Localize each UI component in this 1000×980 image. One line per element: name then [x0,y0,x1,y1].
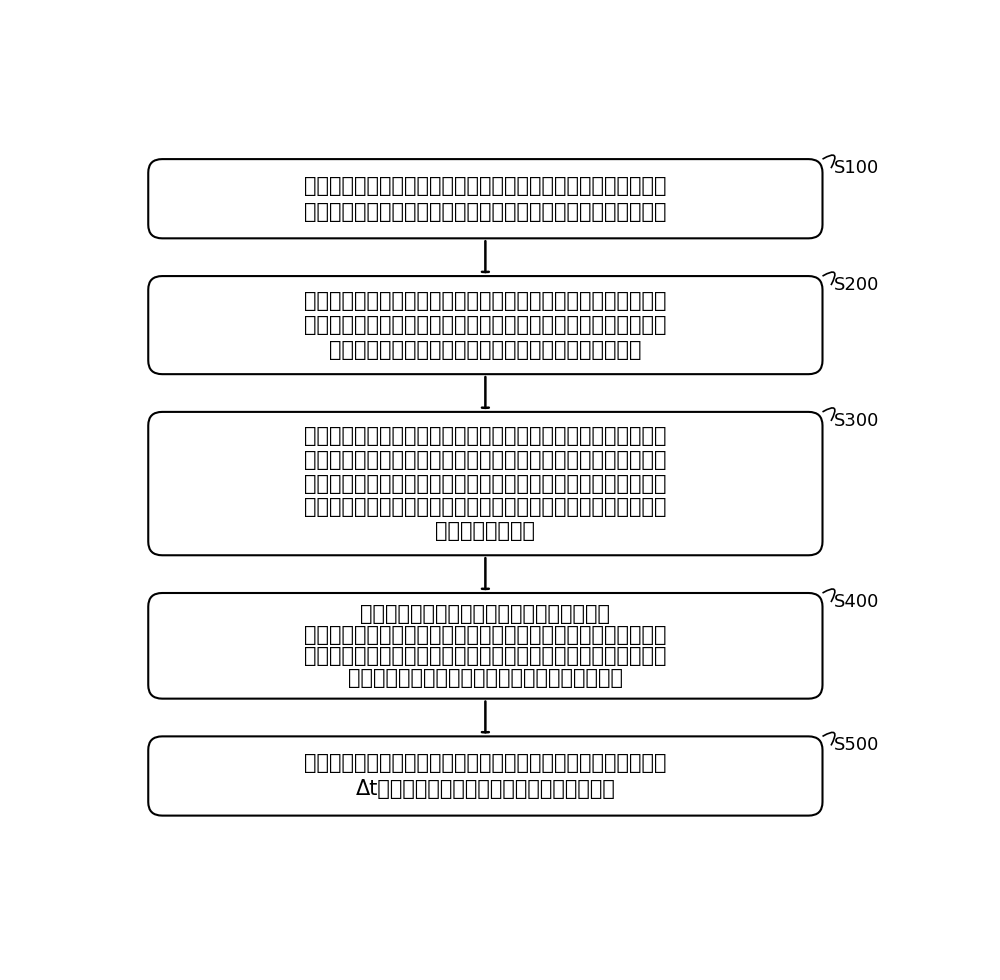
FancyBboxPatch shape [148,412,822,556]
Text: 根据正则化解计算、最小二乘法解校核，提取试验桥梁控制点位移: 根据正则化解计算、最小二乘法解校核，提取试验桥梁控制点位移 [304,450,667,469]
FancyBboxPatch shape [148,276,822,374]
Text: 预设间距的竖向位移影响线数值，绘制出竖向位移影响面: 预设间距的竖向位移影响线数值，绘制出竖向位移影响面 [329,340,642,360]
Text: 影响线，引入试验修正系数，建立试验桥梁控制点位移影响线与对: 影响线，引入试验修正系数，建立试验桥梁控制点位移影响线与对 [304,473,667,494]
Text: 设置触发识别车辆轴重识别对应竖向位移阈值: 设置触发识别车辆轴重识别对应竖向位移阈值 [360,604,610,624]
Text: 车辆轴重识别系统识别通过桥梁车辆轴重，具体为：提取时间间隔: 车辆轴重识别系统识别通过桥梁车辆轴重，具体为：提取时间间隔 [304,753,667,773]
Text: ，具体为：在提取的桥梁动挠度曲线值，通过自适应算法，过滤桥: ，具体为：在提取的桥梁动挠度曲线值，通过自适应算法，过滤桥 [304,625,667,645]
Text: 提取竖向位移测量点位移影响面控制信息，具体为：采用有限元计: 提取竖向位移测量点位移影响面控制信息，具体为：采用有限元计 [304,291,667,311]
Text: 、桥梁跨度、桥面宽度、截面类型分布、截面惯性矩结构特性参数: 、桥梁跨度、桥面宽度、截面类型分布、截面惯性矩结构特性参数 [304,202,667,221]
Text: 挠度与竖位移阈值比对值，触发识别车辆轴重系统: 挠度与竖位移阈值比对值，触发识别车辆轴重系统 [348,667,623,688]
Text: S500: S500 [834,736,880,755]
Text: S400: S400 [834,593,880,612]
FancyBboxPatch shape [148,736,822,815]
FancyBboxPatch shape [148,159,822,238]
Text: 算分析，提取竖向位移测量点位移影响面设计参数，包含沿横纵向: 算分析，提取竖向位移测量点位移影响面设计参数，包含沿横纵向 [304,316,667,335]
FancyBboxPatch shape [148,593,822,699]
Text: 根据加载试验桥梁位移影响线结果修正竖向位移影响面，具体为：: 根据加载试验桥梁位移影响线结果修正竖向位移影响面，具体为： [304,425,667,446]
Text: Δt内竖向位移，求解方程，反向识别车辆轴重: Δt内竖向位移，求解方程，反向识别车辆轴重 [355,779,615,800]
Text: 提取梁型类型及结构参数控制信息，具体为：获取需要的桥梁类型: 提取梁型类型及结构参数控制信息，具体为：获取需要的桥梁类型 [304,175,667,196]
Text: S300: S300 [834,412,880,430]
Text: S100: S100 [834,159,879,177]
Text: 应竖向位移影响线数值解对应关系，引入相似比系数，形成试验修: 应竖向位移影响线数值解对应关系，引入相似比系数，形成试验修 [304,498,667,517]
Text: S200: S200 [834,276,880,294]
Text: 正竖向位移影响面: 正竖向位移影响面 [435,521,535,541]
Text: 梁动态荷载冲击效应及强迫振动，剔除相关干扰波形，提取最大动: 梁动态荷载冲击效应及强迫振动，剔除相关干扰波形，提取最大动 [304,647,667,666]
